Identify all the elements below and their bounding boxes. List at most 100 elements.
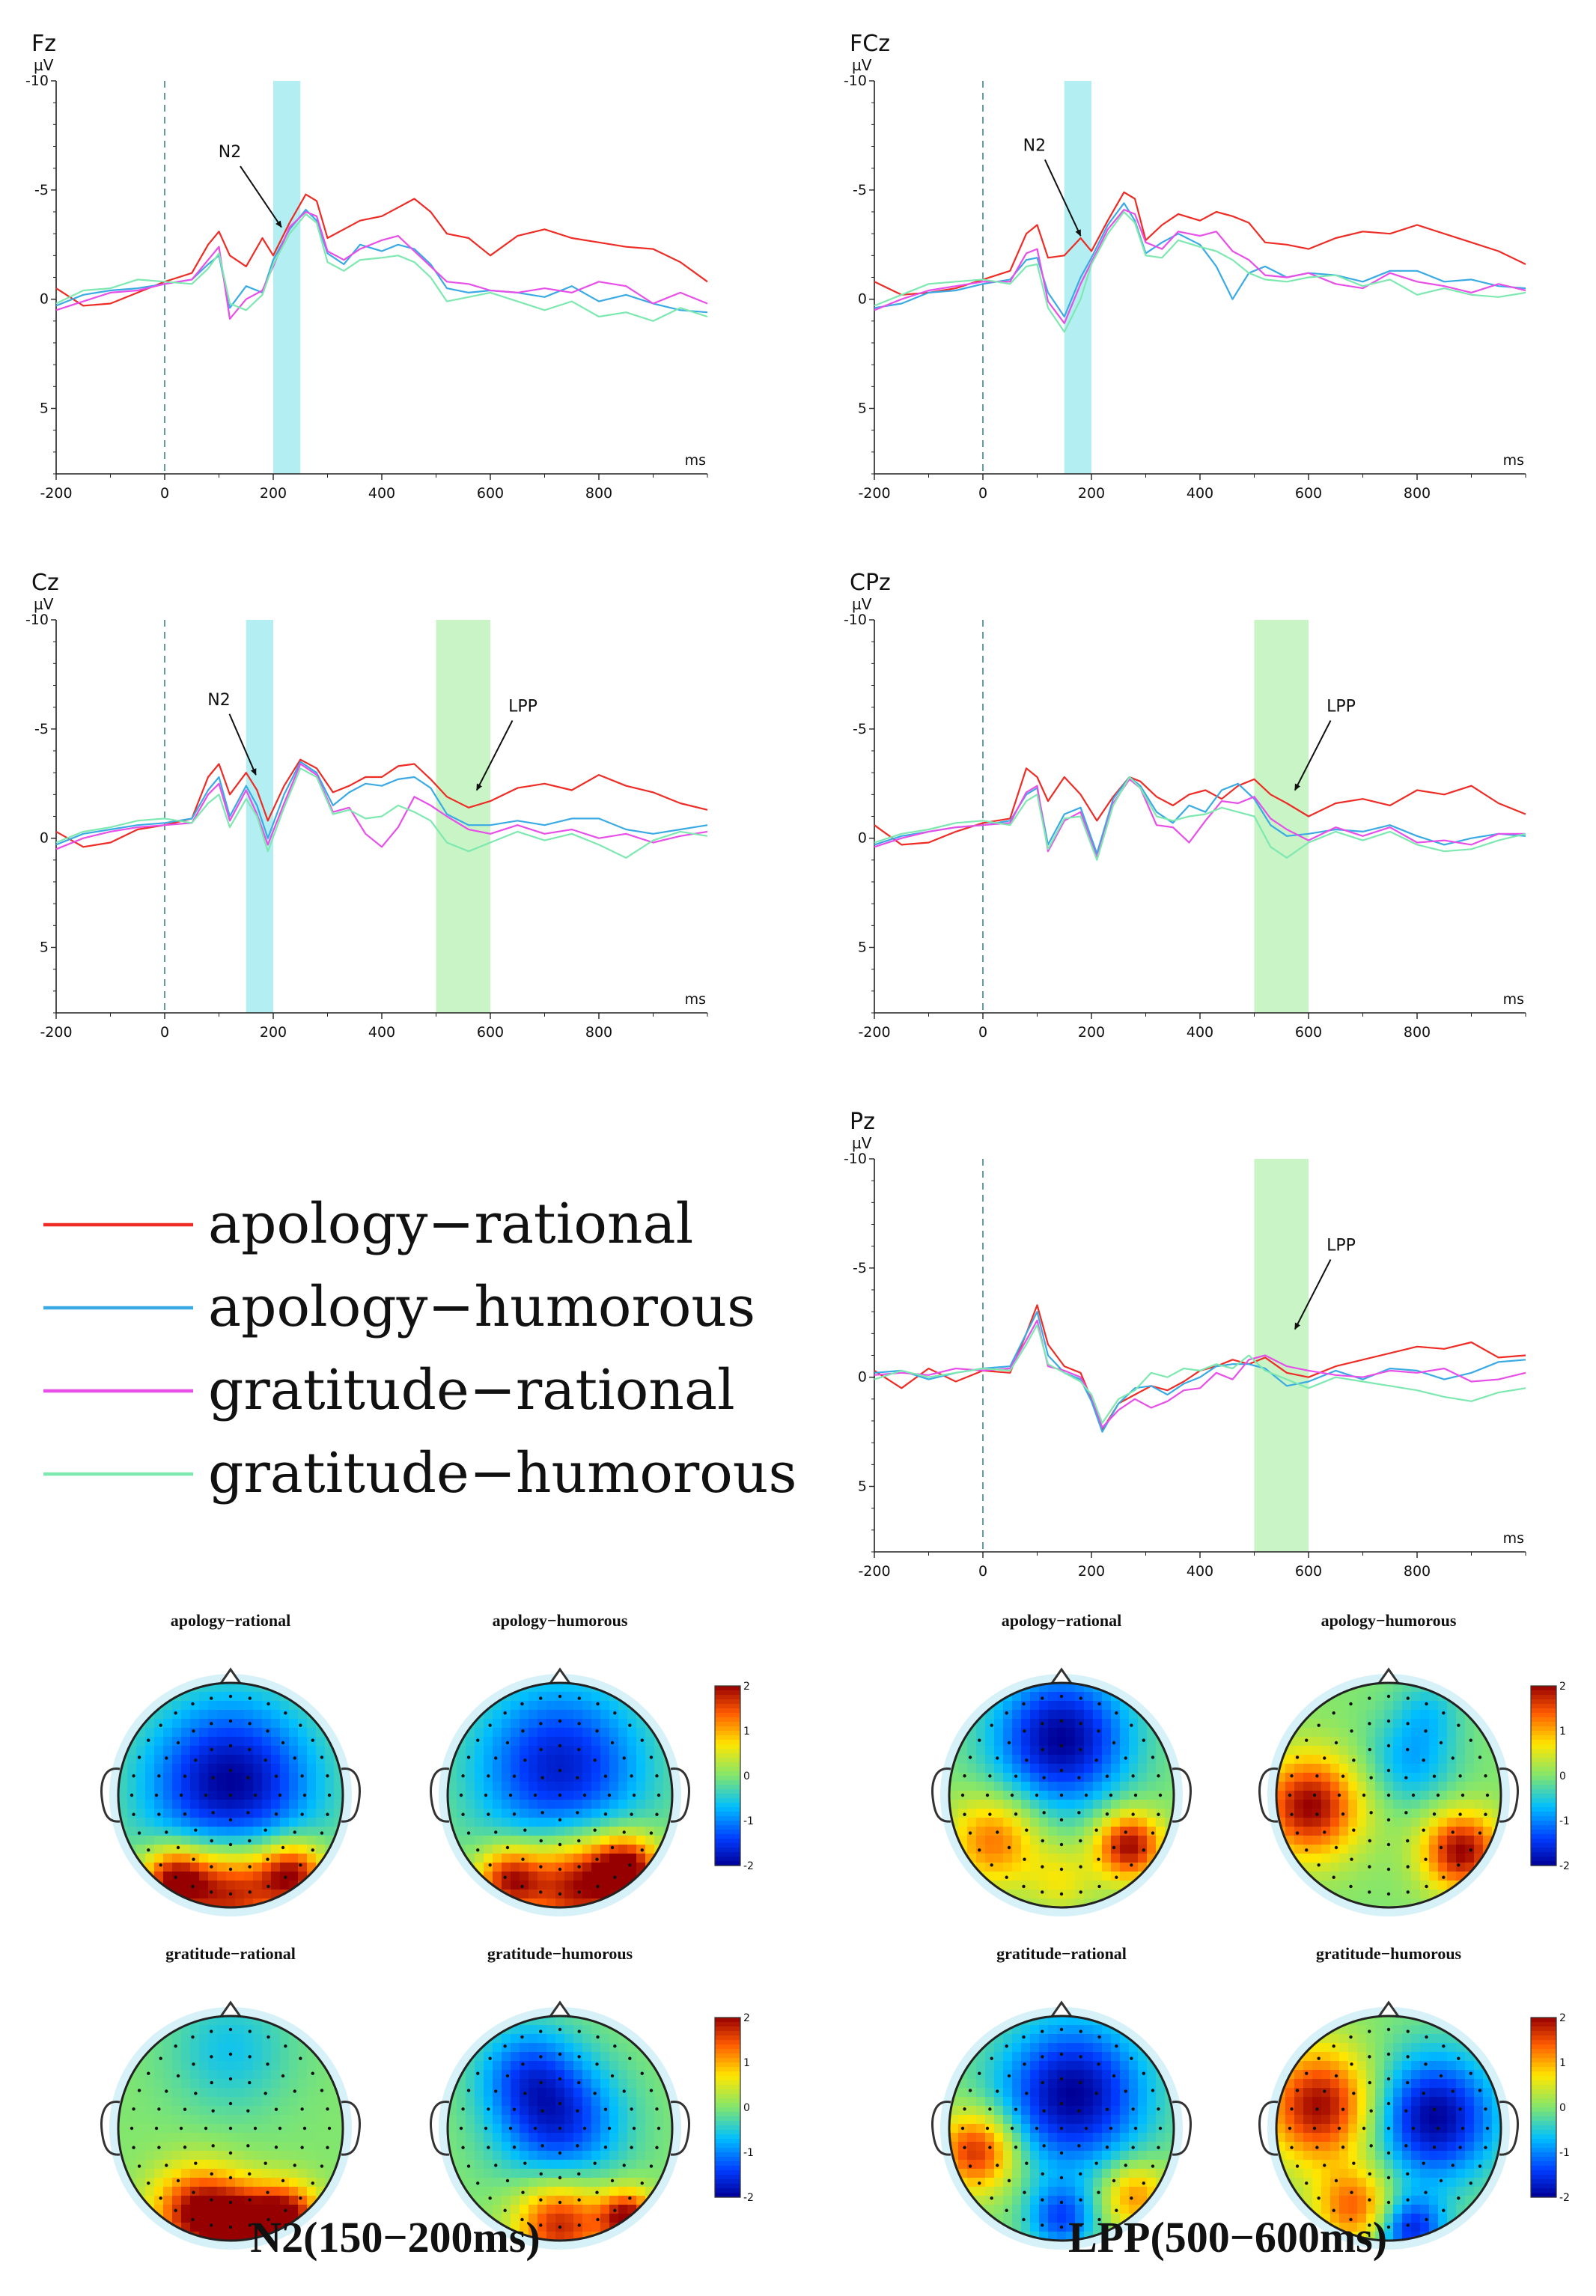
field-cell (582, 1809, 592, 1818)
field-cell (466, 2160, 475, 2169)
field-cell (1030, 2043, 1040, 2053)
field-cell (645, 1773, 655, 1782)
field-cell (582, 2052, 592, 2062)
field-cell (1357, 1872, 1367, 1881)
field-cell (181, 1710, 191, 1720)
field-cell (600, 1791, 610, 1800)
field-cell (994, 1872, 1004, 1881)
field-cell (1075, 2061, 1085, 2071)
colorbar-tick-label: -2 (743, 2192, 754, 2204)
field-cell (1438, 1845, 1448, 1854)
field-cell (307, 2061, 317, 2071)
field-cell (1003, 1710, 1013, 1720)
field-cell (502, 2106, 511, 2116)
field-cell (1330, 1701, 1340, 1711)
field-cell (127, 2106, 137, 2116)
analysis-window (436, 620, 490, 1013)
field-cell (1111, 1746, 1121, 1756)
field-cell (253, 2061, 263, 2071)
topomap-title: apology−rational (171, 1611, 290, 1630)
y-tick-label: 0 (40, 830, 49, 847)
field-cell (1066, 1800, 1076, 1809)
field-cell (582, 2070, 592, 2080)
field-cell (271, 2061, 281, 2071)
electrode-dot (603, 1774, 608, 1778)
field-cell (1003, 1701, 1013, 1711)
field-cell (573, 1701, 583, 1711)
field-cell (1111, 1854, 1121, 1863)
electrode-dot (191, 1702, 195, 1706)
field-cell (1147, 2160, 1157, 2169)
field-cell (529, 1881, 538, 1890)
field-cell (1102, 1728, 1112, 1738)
field-cell (1111, 2160, 1121, 2169)
field-cell (1129, 1782, 1139, 1791)
field-cell (457, 2133, 466, 2143)
field-cell (1120, 2133, 1130, 2143)
field-cell (226, 1782, 236, 1791)
field-cell (1102, 1764, 1112, 1773)
field-cell (1393, 1728, 1403, 1738)
field-cell (582, 2205, 592, 2214)
field-cell (1330, 1836, 1340, 1845)
field-cell (1384, 1728, 1394, 1738)
field-cell (190, 1719, 200, 1729)
left-ear (430, 1767, 450, 1823)
x-tick-label: -200 (40, 1024, 72, 1041)
field-cell (1102, 2097, 1112, 2107)
field-cell (636, 1818, 646, 1827)
field-cell (154, 1746, 164, 1756)
field-cell (949, 1782, 959, 1791)
electrode-dot (266, 2190, 269, 2194)
field-cell (1321, 1836, 1331, 1845)
field-cell (511, 2205, 520, 2214)
field-cell (618, 1728, 628, 1738)
field-cell (1366, 1818, 1376, 1827)
field-cell (262, 1872, 272, 1881)
field-cell (1312, 2088, 1322, 2098)
field-cell (208, 2205, 218, 2214)
field-cell (172, 2052, 182, 2062)
field-cell (1411, 2052, 1421, 2062)
field-cell (555, 1898, 565, 1907)
field-cell (466, 2106, 475, 2116)
field-cell (217, 1728, 227, 1738)
field-cell (208, 2178, 218, 2187)
field-cell (573, 1854, 583, 1863)
field-cell (1402, 1827, 1412, 1836)
field-cell (1447, 1728, 1457, 1738)
x-axis-unit: ms (685, 452, 706, 469)
field-cell (1084, 2133, 1094, 2143)
field-cell (1393, 2052, 1403, 2062)
field-cell (217, 1791, 227, 1800)
field-cell (172, 2124, 182, 2134)
field-cell (976, 2169, 986, 2178)
electrode-dot (632, 1793, 636, 1797)
field-cell (1003, 1881, 1013, 1890)
electrode-dot (533, 1793, 537, 1797)
field-cell (1429, 1836, 1439, 1845)
field-cell (1294, 1764, 1304, 1773)
field-cell (1465, 1854, 1475, 1863)
field-cell (217, 2169, 227, 2178)
field-cell (262, 2133, 272, 2143)
field-cell (1330, 2043, 1340, 2053)
field-cell (1093, 2106, 1103, 2116)
field-cell (1039, 2097, 1049, 2107)
field-cell (1147, 2178, 1157, 2187)
field-cell (1111, 2052, 1121, 2062)
field-cell (1057, 1836, 1067, 1845)
electrode-dot (978, 2071, 981, 2075)
field-cell (555, 2070, 565, 2080)
field-cell (511, 1836, 520, 1845)
field-cell (262, 2169, 272, 2178)
field-cell (190, 1773, 200, 1782)
field-cell (609, 2151, 619, 2161)
colorbar-step (715, 1794, 740, 1799)
electrode-dot (494, 1756, 498, 1760)
field-cell (466, 1782, 475, 1791)
field-cell (1048, 1836, 1058, 1845)
field-cell (636, 1746, 646, 1756)
field-cell (1120, 1764, 1130, 1773)
field-cell (235, 2034, 245, 2044)
